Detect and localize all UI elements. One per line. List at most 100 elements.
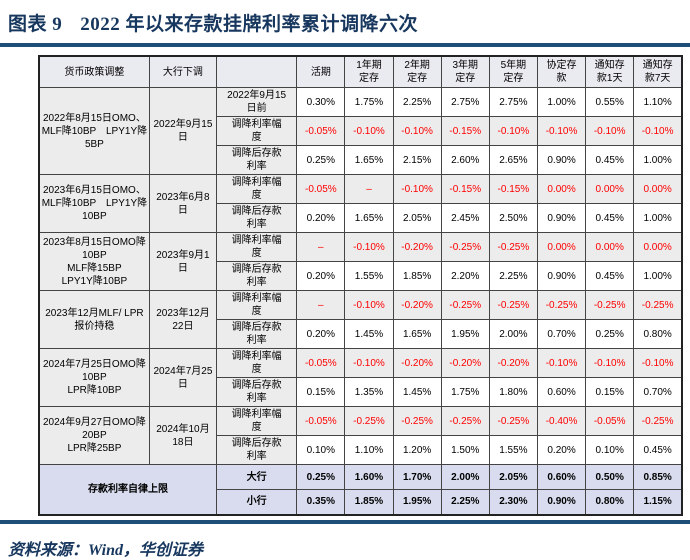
rate-cell: 1.15% xyxy=(633,489,683,515)
rate-cell: 2.25% xyxy=(440,489,490,515)
rate-cell: 0.25% xyxy=(296,145,346,175)
rate-cell: 1.10% xyxy=(633,87,683,117)
rate-cell: 1.00% xyxy=(633,203,683,233)
footer-row: 小行 0.35% 1.85% 1.95% 2.25% 2.30% 0.90% 0.80% 1.1… xyxy=(39,489,683,515)
rate-cell: 0.45% xyxy=(633,435,683,465)
row-label-cell: 调降利率幅 度 xyxy=(216,174,298,204)
rate-cell: 1.10% xyxy=(344,435,394,465)
rate-cell: 1.35% xyxy=(344,377,394,407)
column-header: 大行下调 xyxy=(148,55,218,88)
rate-cell: 0.00% xyxy=(536,174,587,204)
rate-cell: -0.10% xyxy=(536,348,587,378)
date-cell: 2024年7月25 日 xyxy=(148,348,218,407)
rate-cell: 0.35% xyxy=(296,489,346,515)
rate-cell: 1.60% xyxy=(344,464,394,490)
rate-cell: 1.75% xyxy=(440,377,490,407)
rate-cell: -0.20% xyxy=(392,348,442,378)
row-label-cell: 调降后存款 利率 xyxy=(216,261,298,291)
rate-cell: 1.75% xyxy=(344,87,394,117)
rate-cell: -0.10% xyxy=(344,116,394,146)
rate-cell: -0.15% xyxy=(440,116,490,146)
rate-cell: 1.45% xyxy=(392,377,442,407)
rate-cell: 0.20% xyxy=(296,261,346,291)
rate-cell: 0.90% xyxy=(536,203,587,233)
rate-cell: -0.40% xyxy=(536,406,587,436)
rate-cell: 0.00% xyxy=(633,174,683,204)
data-row: 2022年8月15日OMO、 MLF降10BP LPY1Y降 5BP 2022年9… xyxy=(38,87,683,175)
column-header xyxy=(216,55,298,88)
rate-cell: -0.25% xyxy=(392,406,442,436)
rate-cell: 2.60% xyxy=(440,145,490,175)
figure-title: 图表 9 2022 年以来存款挂牌利率累计调降六次 xyxy=(0,0,690,36)
data-row: 调降后存款 利率 0.15% 1.35% 1.45% 1.75% 1.80% 0.60% 0.… xyxy=(39,377,683,407)
rate-cell: 0.80% xyxy=(633,319,683,349)
policy-cell: 2023年6月15日OMO、 MLF降10BP LPY1Y降 10BP xyxy=(38,174,150,233)
source-note: 资料来源：Wind，华创证券 xyxy=(8,541,203,559)
rate-cell: -0.05% xyxy=(585,406,635,436)
data-row: 2024年9月27日OMO降 20BP LPR降25BP 2024年10月 18日… xyxy=(38,406,683,465)
policy-cell: 2023年8月15日OMO降 10BP MLF降15BP LPY1Y降10BP xyxy=(38,232,150,291)
footer-row: 存款利率自律上限 大行 0.25% 1.60% 1.70% 2.00% 2.05% 0.60%… xyxy=(38,464,683,515)
column-header: 2年期 定存 xyxy=(392,55,442,88)
rate-cell: 2.75% xyxy=(488,87,538,117)
data-row: 调降后存款 利率 0.10% 1.10% 1.20% 1.50% 1.55% 0.20% 0.… xyxy=(39,435,683,465)
rate-cell: 1.00% xyxy=(633,145,683,175)
rate-cell: 2.00% xyxy=(440,464,490,490)
rate-cell: 0.30% xyxy=(296,87,346,117)
rate-cell: 2.30% xyxy=(488,489,538,515)
data-row: 2023年6月15日OMO、 MLF降10BP LPY1Y降 10BP 2023年… xyxy=(38,174,683,233)
data-row: 调降后存款 利率 0.20% 1.55% 1.85% 2.20% 2.25% 0.90% 0.… xyxy=(39,261,683,291)
rate-cell: -0.25% xyxy=(633,406,683,436)
rate-cell: 2.25% xyxy=(392,87,442,117)
rate-cell: 2.05% xyxy=(488,464,538,490)
rate-cell: 2.25% xyxy=(488,261,538,291)
rate-cell: -0.05% xyxy=(296,406,346,436)
rate-cell: 1.95% xyxy=(440,319,490,349)
rate-cell: 0.00% xyxy=(585,232,635,262)
row-label-cell: 调降利率幅 度 xyxy=(216,116,298,146)
policy-cell: 2024年7月25日OMO降 10BP LPR降10BP xyxy=(38,348,150,407)
rate-cell: 0.85% xyxy=(633,464,683,490)
rate-cell: 0.00% xyxy=(633,232,683,262)
rate-cell: 0.15% xyxy=(585,377,635,407)
table-header: 货币政策调整 大行下调 活期 1年期 定存 2年期 定存 3年期 定存 5年期 定存 协定存 … xyxy=(38,55,683,88)
table-body: 2022年8月15日OMO、 MLF降10BP LPY1Y降 5BP 2022年9… xyxy=(38,87,683,515)
rate-cell: 1.55% xyxy=(344,261,394,291)
rate-cell: -0.10% xyxy=(488,116,538,146)
rate-cell: 0.00% xyxy=(536,232,587,262)
rate-cell: -0.10% xyxy=(344,232,394,262)
rate-cell: -0.10% xyxy=(536,116,587,146)
rate-cell: -0.15% xyxy=(440,174,490,204)
row-label-cell: 调降后存款 利率 xyxy=(216,203,298,233)
data-row: 调降后存款 利率 0.20% 1.65% 2.05% 2.45% 2.50% 0.90% 0.… xyxy=(39,203,683,233)
rate-cell: -0.20% xyxy=(392,290,442,320)
rate-cell: 0.25% xyxy=(296,464,346,490)
rate-cell: 0.80% xyxy=(585,489,635,515)
rate-cell: 1.20% xyxy=(392,435,442,465)
row-label-cell: 调降后存款 利率 xyxy=(216,145,298,175)
rate-cell: 2.15% xyxy=(392,145,442,175)
data-row: 调降利率幅 度 -0.05% -0.10% -0.10% -0.15% -0.10% -0.… xyxy=(39,116,683,146)
rate-cell: -0.25% xyxy=(344,406,394,436)
rate-cell: -0.10% xyxy=(392,116,442,146)
rate-cell: 1.80% xyxy=(488,377,538,407)
policy-cell: 2024年9月27日OMO降 20BP LPR降25BP xyxy=(38,406,150,465)
row-label-cell: 2022年9月15 日前 xyxy=(216,87,298,117)
header-row: 货币政策调整 大行下调 活期 1年期 定存 2年期 定存 3年期 定存 5年期 定存 协定存 … xyxy=(38,55,683,88)
deposit-rate-table: 货币政策调整 大行下调 活期 1年期 定存 2年期 定存 3年期 定存 5年期 定存 协定存 … xyxy=(38,55,683,516)
rate-cell: -0.05% xyxy=(296,174,346,204)
row-label-cell: 调降利率幅 度 xyxy=(216,290,298,320)
row-label-cell: 调降后存款 利率 xyxy=(216,435,298,465)
footer-bank-cell: 小行 xyxy=(216,489,298,515)
rate-cell: – xyxy=(344,174,394,204)
rate-cell: -0.25% xyxy=(440,290,490,320)
rate-cell: -0.25% xyxy=(440,406,490,436)
rate-cell: 2.20% xyxy=(440,261,490,291)
rate-cell: 0.70% xyxy=(633,377,683,407)
rate-cell: 1.85% xyxy=(344,489,394,515)
rate-cell: -0.05% xyxy=(296,348,346,378)
rate-cell: -0.05% xyxy=(296,116,346,146)
rate-cell: 2.50% xyxy=(488,203,538,233)
rate-cell: -0.10% xyxy=(344,348,394,378)
